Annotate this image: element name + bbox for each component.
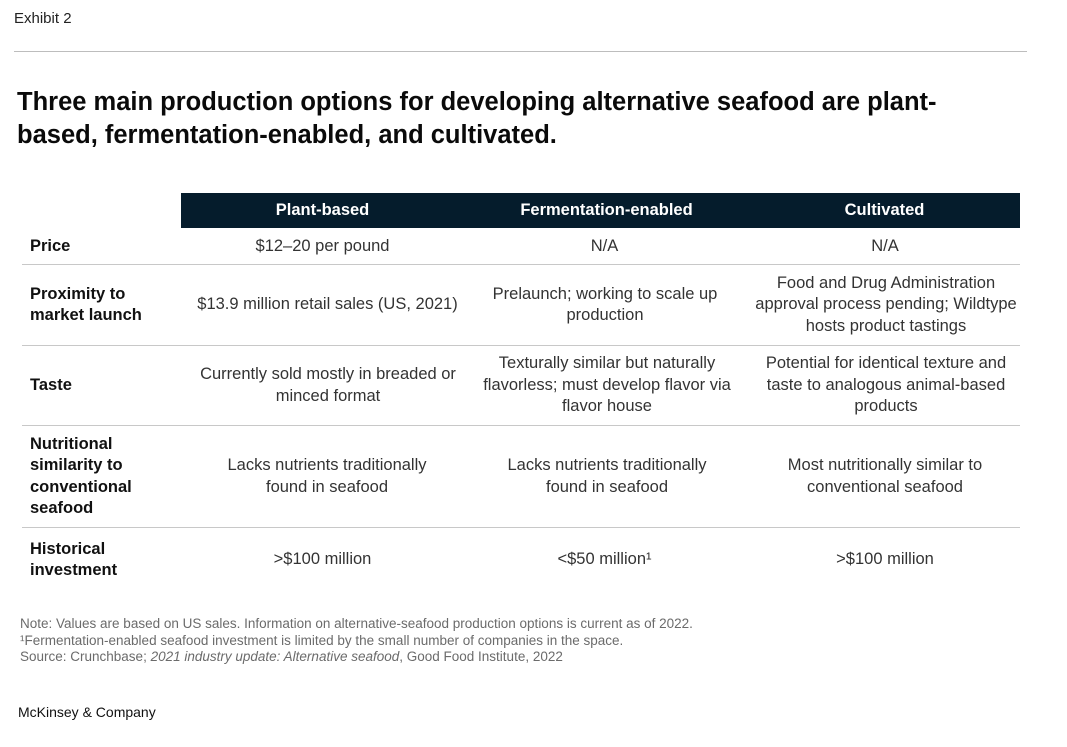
row-label-proximity: Proximity to market launch <box>30 284 142 325</box>
source-suffix: , Good Food Institute, 2022 <box>399 649 563 664</box>
cell-nutrition-cultivated: Most nutritionally similar to convention… <box>787 456 983 496</box>
table-row-price: Price $12–20 per pound N/A N/A <box>22 229 1020 265</box>
column-header-fermentation-enabled: Fermentation-enabled <box>520 201 693 219</box>
table-row-taste: Taste Currently sold mostly in breaded o… <box>22 346 1020 426</box>
cell-investment-cultivated: >$100 million <box>836 550 934 569</box>
cell-proximity-fermentation-enabled: Prelaunch; working to scale up productio… <box>492 284 718 325</box>
table-row-proximity: Proximity to market launch $13.9 million… <box>22 265 1020 346</box>
row-label-investment: Historical investment <box>30 539 118 580</box>
column-header-cultivated: Cultivated <box>844 201 925 219</box>
source-title: 2021 industry update: Alternative seafoo… <box>150 649 400 664</box>
top-divider <box>14 51 1027 52</box>
table-header: Plant-based Fermentation-enabled Cultiva… <box>181 193 1020 228</box>
cell-price-plant-based: $12–20 per pound <box>255 236 390 255</box>
brand-logo: McKinsey & Company <box>18 704 156 720</box>
cell-investment-plant-based: >$100 million <box>273 550 372 569</box>
footnotes: Note: Values are based on US sales. Info… <box>20 616 693 666</box>
cell-nutrition-plant-based: Lacks nutrients traditionally found in s… <box>227 456 427 496</box>
source-prefix: Source: Crunchbase; <box>20 649 151 664</box>
exhibit-label: Exhibit 2 <box>14 10 72 27</box>
column-header-plant-based: Plant-based <box>275 201 370 219</box>
exhibit-title: Three main production options for develo… <box>17 88 937 149</box>
note-text: Note: Values are based on US sales. Info… <box>20 616 693 631</box>
cell-investment-fermentation-enabled: <$50 million¹ <box>557 550 652 569</box>
cell-taste-plant-based: Currently sold mostly in breaded or minc… <box>200 365 456 405</box>
cell-taste-fermentation-enabled: Texturally similar but naturally flavorl… <box>483 354 731 416</box>
footnote-text: ¹Fermentation-enabled seafood investment… <box>20 632 624 648</box>
cell-price-cultivated: N/A <box>871 236 899 255</box>
cell-proximity-cultivated: Food and Drug Administration approval pr… <box>755 273 1017 335</box>
row-label-price: Price <box>30 236 71 255</box>
cell-taste-cultivated: Potential for identical texture and tast… <box>765 354 1007 416</box>
row-label-nutrition: Nutritional similarity to conventional s… <box>30 434 132 518</box>
cell-proximity-plant-based: $13.9 million retail sales (US, 2021) <box>197 295 458 314</box>
row-label-taste: Taste <box>30 375 72 394</box>
cell-nutrition-fermentation-enabled: Lacks nutrients traditionally found in s… <box>507 456 707 496</box>
table-row-investment: Historical investment >$100 million <$50… <box>22 528 1020 592</box>
source-text: Source: Crunchbase; 2021 industry update… <box>20 649 693 666</box>
table-row-nutrition: Nutritional similarity to conventional s… <box>22 426 1020 528</box>
cell-price-fermentation-enabled: N/A <box>590 236 619 255</box>
